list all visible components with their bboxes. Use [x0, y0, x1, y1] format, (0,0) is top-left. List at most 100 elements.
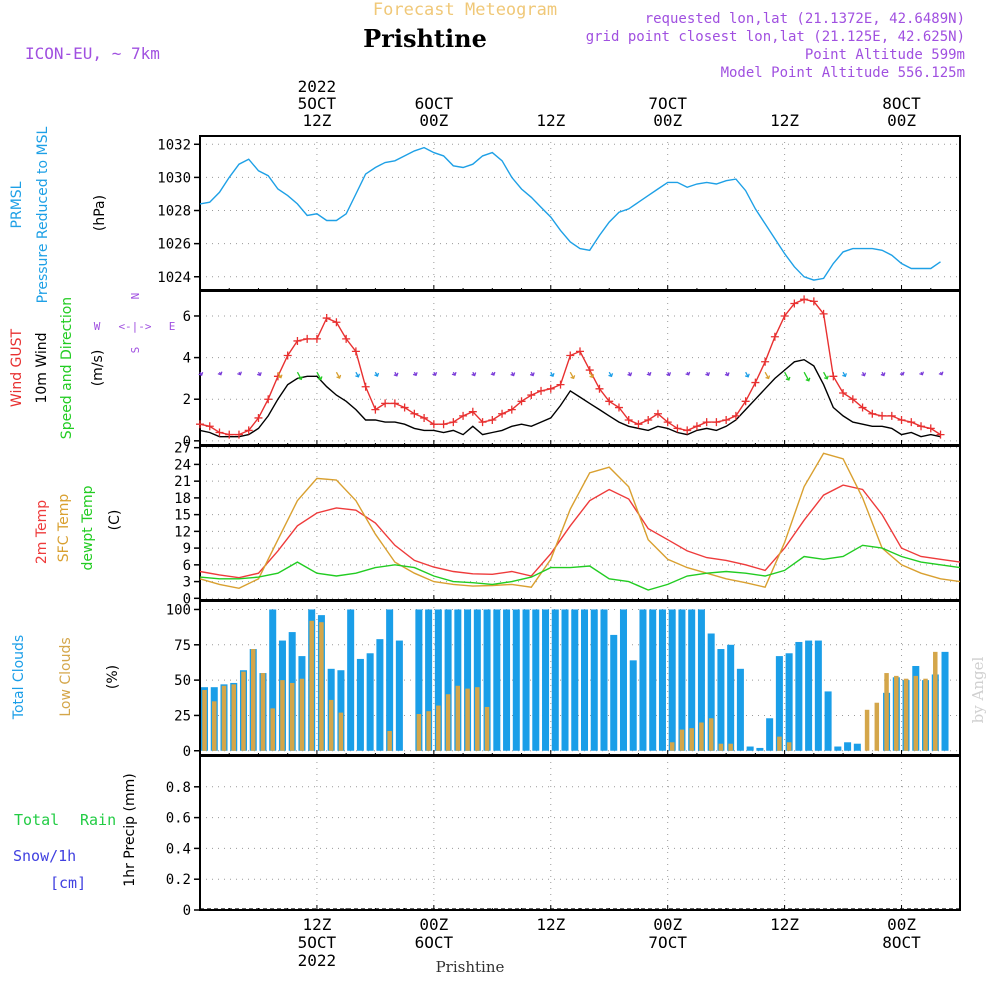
- wind-direction-arrow: [919, 371, 925, 376]
- wind-direction-arrow: [510, 371, 516, 377]
- wind-direction-arrow: [880, 371, 886, 377]
- total-cloud-bar: [376, 639, 384, 751]
- low-cloud-bar: [328, 699, 334, 751]
- series-2m-temp: [199, 484, 961, 579]
- compass-arrows: <-|->: [118, 320, 151, 333]
- wind-direction-arrow: [784, 371, 791, 381]
- top-time-label: 00Z: [419, 111, 448, 130]
- ytick-label-pressure: 1026: [157, 237, 191, 253]
- gust-marker: [234, 430, 243, 439]
- low-cloud-bar: [913, 675, 919, 751]
- low-cloud-bar: [445, 694, 451, 751]
- total-cloud-bar: [532, 609, 540, 751]
- compass-south: S: [129, 347, 142, 354]
- total-cloud-bar: [473, 609, 481, 751]
- low-cloud-bar: [903, 678, 909, 751]
- model-label: ICON-EU, ~ 7km: [25, 44, 160, 63]
- ytick-label-pressure: 1028: [157, 204, 191, 220]
- gust-marker: [770, 332, 779, 341]
- wind-direction-arrow: [803, 371, 811, 382]
- low-cloud-bar: [280, 680, 285, 751]
- gridpoint-coords: grid point closest lon,lat (21.125E, 42.…: [586, 29, 965, 45]
- wind-direction-arrow: [529, 371, 535, 377]
- ytick-label-wind: 2: [183, 392, 191, 408]
- low-cloud-bar: [221, 685, 227, 751]
- total-cloud-bar: [941, 651, 949, 751]
- ytick-label-precip: 0.8: [166, 780, 191, 796]
- ytick-label-clouds: 100: [166, 602, 191, 618]
- total-cloud-bar: [649, 609, 657, 751]
- ytick-label-precip: 0.6: [166, 811, 191, 827]
- wind-direction-arrow: [627, 371, 633, 377]
- series-sfc-temp: [199, 452, 961, 590]
- gust-marker: [429, 420, 438, 429]
- ytick-label-pressure: 1024: [157, 270, 191, 286]
- low-cloud-bar: [708, 718, 714, 751]
- gust-marker: [400, 403, 409, 412]
- gust-marker: [663, 418, 672, 427]
- precip-panel: 0 0.2 0.4 0.6 0.8: [166, 755, 961, 919]
- total-cloud-bar: [824, 691, 832, 751]
- gust-marker: [546, 384, 555, 393]
- total-cloud-bar: [425, 609, 433, 751]
- gust-marker: [332, 318, 341, 327]
- gust-marker: [205, 422, 214, 431]
- wind-direction-arrow: [861, 371, 867, 377]
- gust-marker: [283, 351, 292, 360]
- low-cloud-bar: [289, 682, 295, 751]
- low-cloud-bar: [260, 673, 266, 751]
- gust-marker: [761, 357, 770, 366]
- gust-marker: [527, 391, 536, 400]
- series-dewpt-temp: [199, 544, 961, 591]
- low-cloud-bar: [669, 742, 675, 751]
- total-cloud-bar: [668, 609, 676, 751]
- bottom-time-label: 00Z: [653, 915, 682, 934]
- gust-marker: [537, 386, 546, 395]
- total-cloud-bar: [542, 609, 550, 751]
- top-time-label: 12Z: [302, 111, 331, 130]
- frame-temperature: [199, 445, 961, 601]
- sfctemp-label: SFC Temp: [56, 494, 72, 563]
- clouds-panel: 0 25 50 75 100: [166, 600, 961, 760]
- wind-direction-arrow: [685, 371, 691, 376]
- bottom-time-label: 12Z: [536, 915, 565, 934]
- ytick-label-temperature: 18: [174, 491, 191, 507]
- gust-marker: [907, 418, 916, 427]
- gust-marker: [322, 314, 331, 323]
- total-cloud-bar: [756, 747, 764, 751]
- total-cloud-bar: [619, 609, 627, 751]
- bottom-time-label: 6OCT: [415, 933, 454, 952]
- total-cloud-bar: [444, 609, 452, 751]
- total-cloud-bar: [512, 609, 520, 751]
- gust-marker: [254, 413, 263, 422]
- total-cloud-bar: [337, 670, 345, 751]
- gust-marker: [878, 411, 887, 420]
- wind-direction-arrow: [393, 371, 399, 377]
- location-title: Prishtine: [363, 24, 487, 53]
- low-cloud-bar: [250, 649, 256, 751]
- total-cloud-bar: [366, 653, 374, 751]
- total-cloud-bar: [434, 609, 442, 751]
- low-clouds-label: Low Clouds: [58, 637, 74, 716]
- top-time-label: 7OCT: [648, 94, 687, 113]
- gust-marker: [634, 420, 643, 429]
- low-cloud-bar: [689, 728, 694, 751]
- wind-direction-arrow: [355, 371, 361, 378]
- ytick-label-temperature: 21: [174, 474, 191, 490]
- wind-direction-arrow: [451, 371, 457, 377]
- total-cloud-bar: [464, 609, 472, 751]
- wind-direction-arrow: [666, 371, 672, 377]
- total-cloud-bar: [834, 746, 842, 751]
- total-cloud-bar: [493, 609, 501, 751]
- gust-marker: [381, 399, 390, 408]
- gust-marker: [498, 409, 507, 418]
- total-cloud-bar: [736, 668, 744, 751]
- ytick-label-temperature: 24: [174, 457, 191, 473]
- precip-unit: 1hr Precip (mm): [122, 773, 138, 886]
- frame-pressure: [199, 135, 961, 291]
- total-cloud-bar: [561, 609, 569, 751]
- low-cloud-bar: [436, 705, 441, 751]
- pressure-unit: (hPa): [92, 195, 108, 231]
